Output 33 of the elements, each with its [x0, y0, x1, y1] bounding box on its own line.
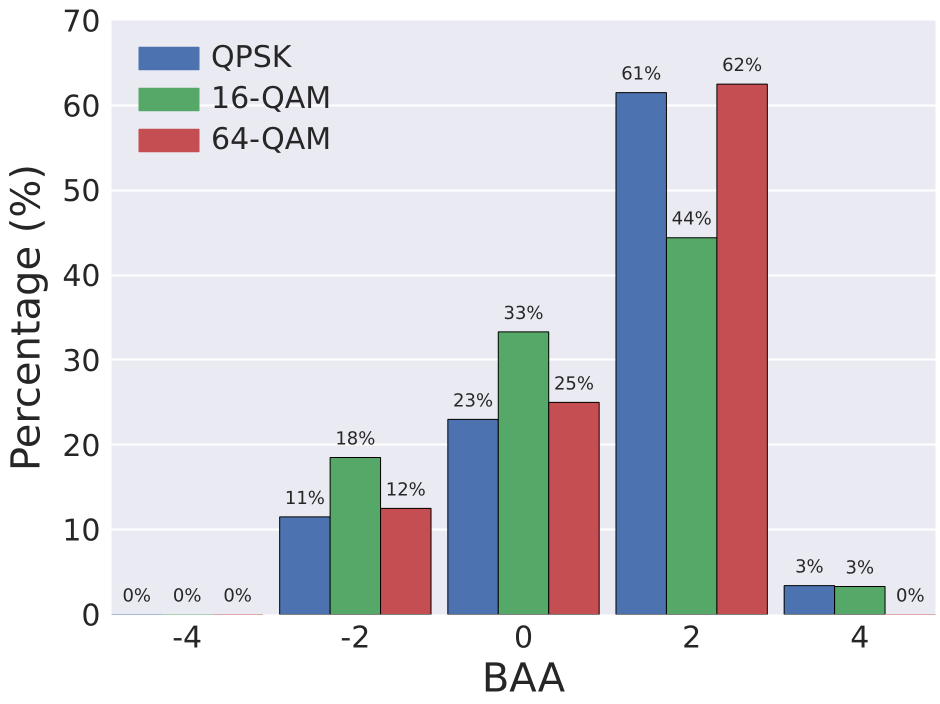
legend-label: 64-QAM	[211, 122, 332, 157]
data-label: 0%	[172, 586, 202, 606]
data-label: 61%	[621, 64, 662, 85]
data-label: 0%	[122, 586, 152, 606]
x-tick-label: -4	[172, 620, 202, 656]
y-tick-label: 60	[62, 89, 101, 124]
legend-label: 16-QAM	[211, 81, 332, 116]
y-tick-label: 30	[62, 344, 101, 379]
x-tick-label: 4	[850, 620, 870, 656]
y-tick-label: 40	[62, 259, 101, 294]
y-tick-label: 50	[62, 174, 101, 210]
data-label: 44%	[672, 208, 712, 230]
data-label: 11%	[284, 488, 325, 509]
data-label: 23%	[453, 390, 494, 412]
y-tick-label: 20	[62, 428, 101, 464]
x-axis-title: BAA	[482, 656, 566, 702]
x-tick-label: 0	[514, 620, 534, 656]
y-axis-title: Percentage (%)	[3, 164, 50, 471]
y-tick-label: 70	[62, 4, 101, 40]
data-label: 3%	[846, 557, 874, 578]
y-tick-label: 10	[62, 514, 101, 549]
data-label: 62%	[722, 55, 762, 76]
data-label: 3%	[795, 556, 824, 578]
data-label: 18%	[335, 428, 376, 450]
data-label: 0%	[223, 586, 252, 606]
legend-label: QPSK	[211, 40, 292, 75]
x-tick-label: -2	[340, 620, 370, 656]
data-label: 12%	[386, 479, 426, 500]
data-label: 0%	[896, 586, 925, 606]
data-label: 33%	[503, 302, 544, 324]
y-tick-label: 0	[81, 598, 101, 634]
data-label: 25%	[554, 373, 594, 394]
x-tick-label: 2	[682, 620, 702, 656]
